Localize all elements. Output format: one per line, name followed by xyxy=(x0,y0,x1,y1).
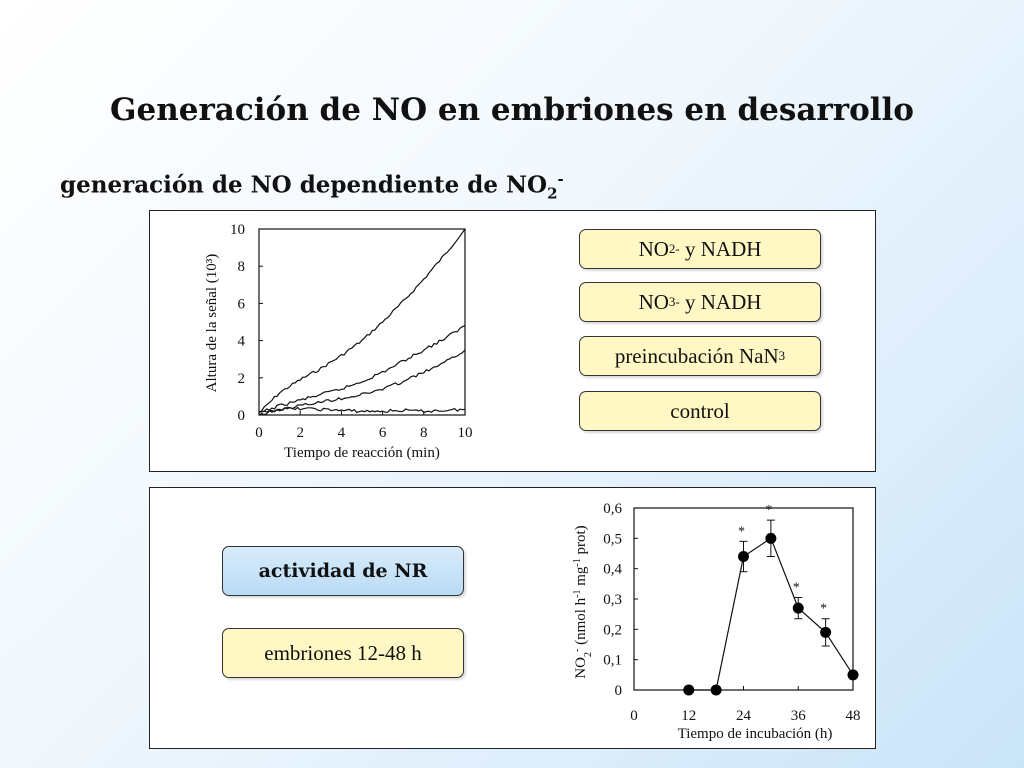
no2-chart-ytick-label: 0,1 xyxy=(603,653,622,669)
no2-chart-ytick-label: 0,4 xyxy=(603,562,622,578)
signal-chart-ytick-label: 8 xyxy=(238,259,246,275)
no2-series-line xyxy=(688,537,854,691)
no2-chart-xtick-label: 24 xyxy=(736,708,752,724)
legend-no3-sub: 3 xyxy=(668,294,676,309)
signal-panel: 0 2 4 6 8 10 0 2 4 6 8 10 Tiempo de reacción (min) … xyxy=(149,210,876,472)
legend-no2-text: NO xyxy=(638,236,669,261)
signal-chart-xtick-label: 0 xyxy=(255,425,263,441)
legend-no3-nadh: NO 3- y NADH xyxy=(579,282,821,322)
signal-chart-xtick-label: 4 xyxy=(338,425,346,441)
signal-chart-ytick-label: 6 xyxy=(238,296,246,312)
ylabel-no: NO xyxy=(573,657,589,679)
slide-title: Generación de NO en embriones en desarro… xyxy=(110,92,914,128)
subtitle-superscript: - xyxy=(557,170,564,188)
no2-chart-xtick-label: 12 xyxy=(681,708,696,724)
no2-chart-ytick-label: 0,2 xyxy=(603,622,622,638)
legend-no3-sup: - xyxy=(675,294,680,309)
signal-chart-ytick-label: 0 xyxy=(238,408,246,424)
signal-chart-xtick-label: 8 xyxy=(420,425,428,441)
legend-nan3: preincubación NaN 3 xyxy=(579,336,821,376)
signal-chart-ylabel: Altura de la señal (10³) xyxy=(204,254,220,393)
ylabel-unit-b: mg xyxy=(573,566,589,589)
ylabel-unit-c: prot) xyxy=(573,525,589,558)
signal-chart-xtick-label: 2 xyxy=(296,425,304,441)
no2-data-point xyxy=(847,669,859,681)
legend-no2-rest: y NADH xyxy=(679,236,762,261)
ylabel-exp-h: -1 xyxy=(572,589,583,597)
legend-no3-text: NO xyxy=(638,289,669,314)
signal-chart-frame xyxy=(258,228,466,416)
no2-data-point xyxy=(820,626,832,638)
no2-chart-xtick-label: 0 xyxy=(630,708,638,724)
subtitle-text: generación de NO dependiente de NO xyxy=(60,171,548,199)
no2-significance-marker: * xyxy=(820,602,827,617)
signal-chart-xtick-label: 6 xyxy=(379,425,387,441)
no2-data-point xyxy=(683,684,695,696)
ylabel-sub2: 2 xyxy=(583,652,594,657)
legend-control: control xyxy=(579,391,821,431)
signal-chart-ytick-label: 2 xyxy=(238,371,246,387)
signal-series-2 xyxy=(258,349,466,416)
signal-series-3 xyxy=(258,406,466,414)
no2-data-point xyxy=(765,532,777,544)
subtitle-subscript: 2 xyxy=(547,184,558,203)
ylabel-unit-a: (nmol h xyxy=(573,597,589,648)
no2-chart-xtick-label: 48 xyxy=(846,708,861,724)
no2-significance-marker: * xyxy=(738,524,745,539)
nr-activity-label: actividad de NR xyxy=(222,546,464,596)
signal-chart-ytick-label: 4 xyxy=(238,334,246,350)
no2-chart-xlabel: Tiempo de incubación (h) xyxy=(678,726,833,742)
no2-data-point xyxy=(738,551,749,563)
legend-no3-rest: y NADH xyxy=(679,289,762,314)
signal-chart-xlabel: Tiempo de reacción (min) xyxy=(284,445,440,461)
nr-activity-panel: actividad de NR embriones 12-48 h 0 12 24 3… xyxy=(149,487,876,749)
signal-chart-xtick-label: 10 xyxy=(458,425,473,441)
legend-nan3-sub: 3 xyxy=(778,348,786,363)
no2-significance-marker: * xyxy=(765,503,772,518)
no2-data-point xyxy=(710,684,722,696)
no2-data-point xyxy=(792,602,804,614)
ylabel-exp-mg: -1 xyxy=(572,558,583,566)
no2-chart-ytick-label: 0,5 xyxy=(603,531,622,547)
no2-chart-ytick-label: 0 xyxy=(615,683,623,699)
legend-no2-sup: - xyxy=(675,241,680,256)
legend-no2-sub: 2 xyxy=(668,241,676,256)
no2-significance-marker: * xyxy=(793,580,800,595)
signal-series-0 xyxy=(258,228,466,414)
no2-chart-ylabel: NO2- (nmol h-1 mg-1 prot) xyxy=(572,525,594,678)
legend-nan3-text: preincubación NaN xyxy=(614,343,779,368)
signal-series-1 xyxy=(258,325,466,413)
legend-no2-nadh: NO 2- y NADH xyxy=(579,229,821,269)
ylabel-minus: - xyxy=(572,649,583,652)
no2-incubation-chart: 0 12 24 36 48 0 0,1 0,2 0,3 0,4 0,5 0,6 * * * * Tiempo… xyxy=(572,501,861,742)
signal-chart-ytick-label: 10 xyxy=(230,222,245,238)
no2-chart-ytick-label: 0,3 xyxy=(603,592,622,608)
embryo-age-label: embriones 12-48 h xyxy=(222,628,464,678)
legend-control-text: control xyxy=(670,398,730,423)
no2-chart-ytick-label: 0,6 xyxy=(603,501,622,517)
slide-subtitle: generación de NO dependiente de NO2- xyxy=(60,170,564,202)
no2-chart-xtick-label: 36 xyxy=(791,708,807,724)
